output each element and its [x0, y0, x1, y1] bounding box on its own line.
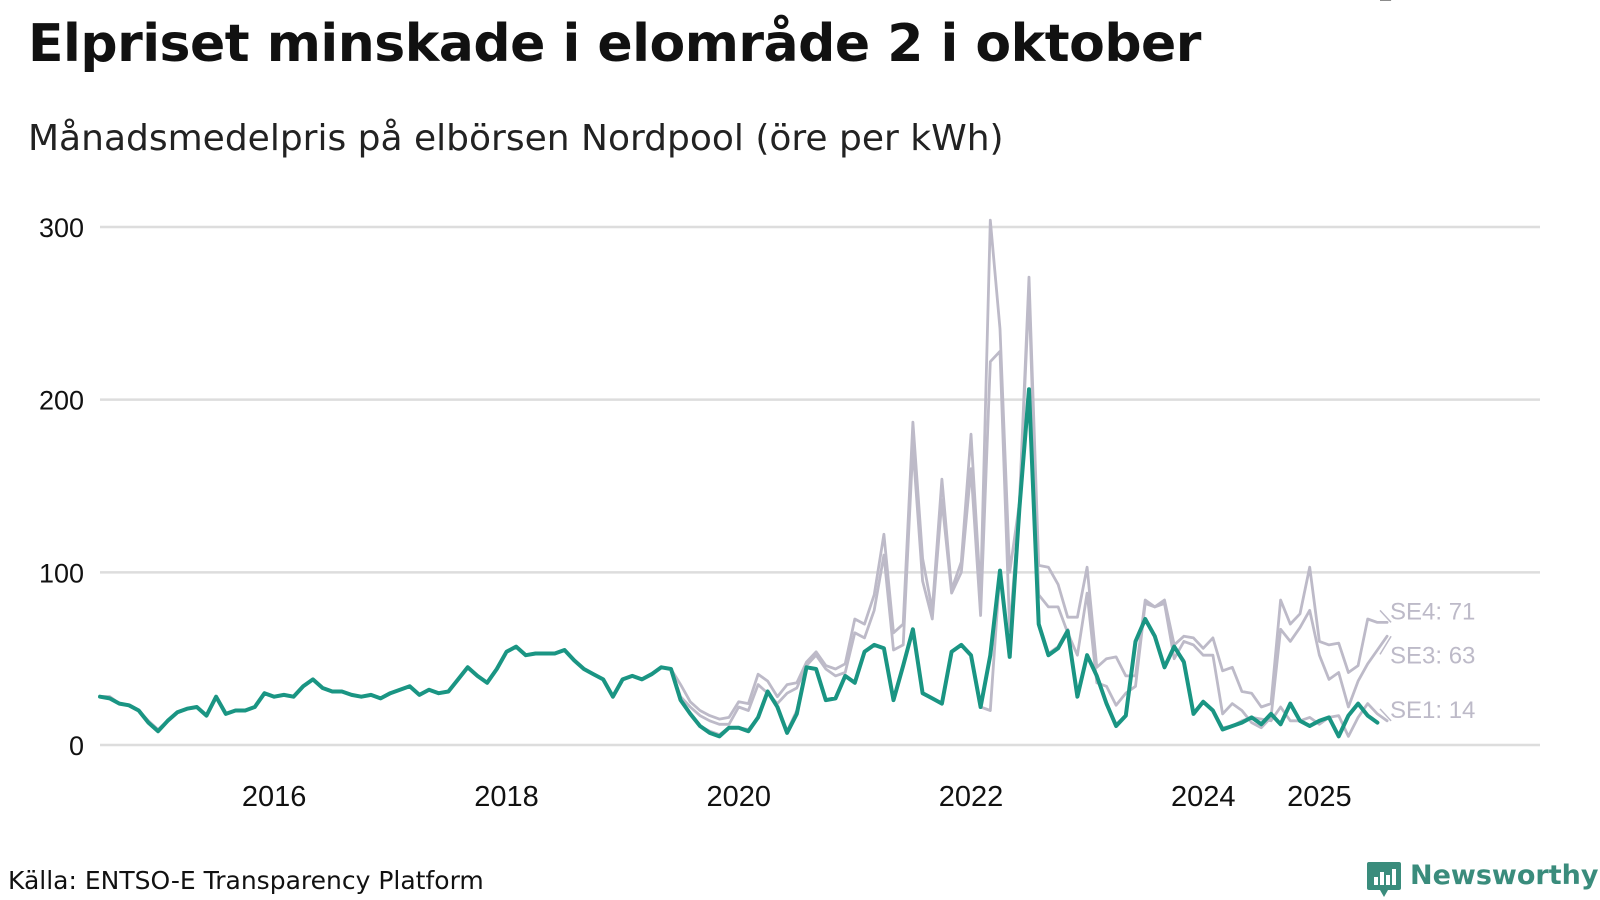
chart-subtitle: Månadsmedelpris på elbörsen Nordpool (ör…: [28, 118, 1004, 159]
end-label-leader: [1379, 635, 1392, 655]
newsworthy-logo-icon: [1367, 862, 1401, 897]
y-tick-label: 200: [39, 386, 84, 416]
series-line-se3: [98, 291, 1389, 731]
x-tick-label: 2025: [1287, 781, 1352, 813]
x-tick-label: 2022: [939, 781, 1004, 813]
brand-name: Newsworthy: [1410, 860, 1599, 891]
end-label-se2: SE2: 13: [1390, 0, 1475, 6]
brand-logo: Newsworthy: [1366, 860, 1598, 900]
end-label-se1: SE1: 14: [1390, 697, 1475, 724]
x-tick-label: 2018: [474, 781, 539, 813]
source-note: Källa: ENTSO-E Transparency Platform: [8, 866, 484, 895]
series-line-se4: [98, 218, 1389, 731]
y-tick-label: 0: [69, 731, 84, 761]
chart-title: Elpriset minskade i elområde 2 i oktober: [28, 14, 1201, 74]
y-tick-label: 100: [39, 558, 84, 588]
end-label-se3: SE3: 63: [1390, 642, 1475, 669]
x-tick-label: 2024: [1171, 781, 1236, 813]
x-tick-label: 2016: [242, 781, 307, 813]
end-label-leader: [1379, 708, 1392, 722]
series-line-se1: [98, 389, 1389, 738]
x-tick-label: 2020: [706, 781, 771, 813]
end-label-leader: [1379, 609, 1392, 623]
series-line-se2: [98, 387, 1380, 739]
end-label-se4: SE4: 71: [1390, 598, 1475, 625]
y-tick-label: 300: [39, 213, 84, 243]
